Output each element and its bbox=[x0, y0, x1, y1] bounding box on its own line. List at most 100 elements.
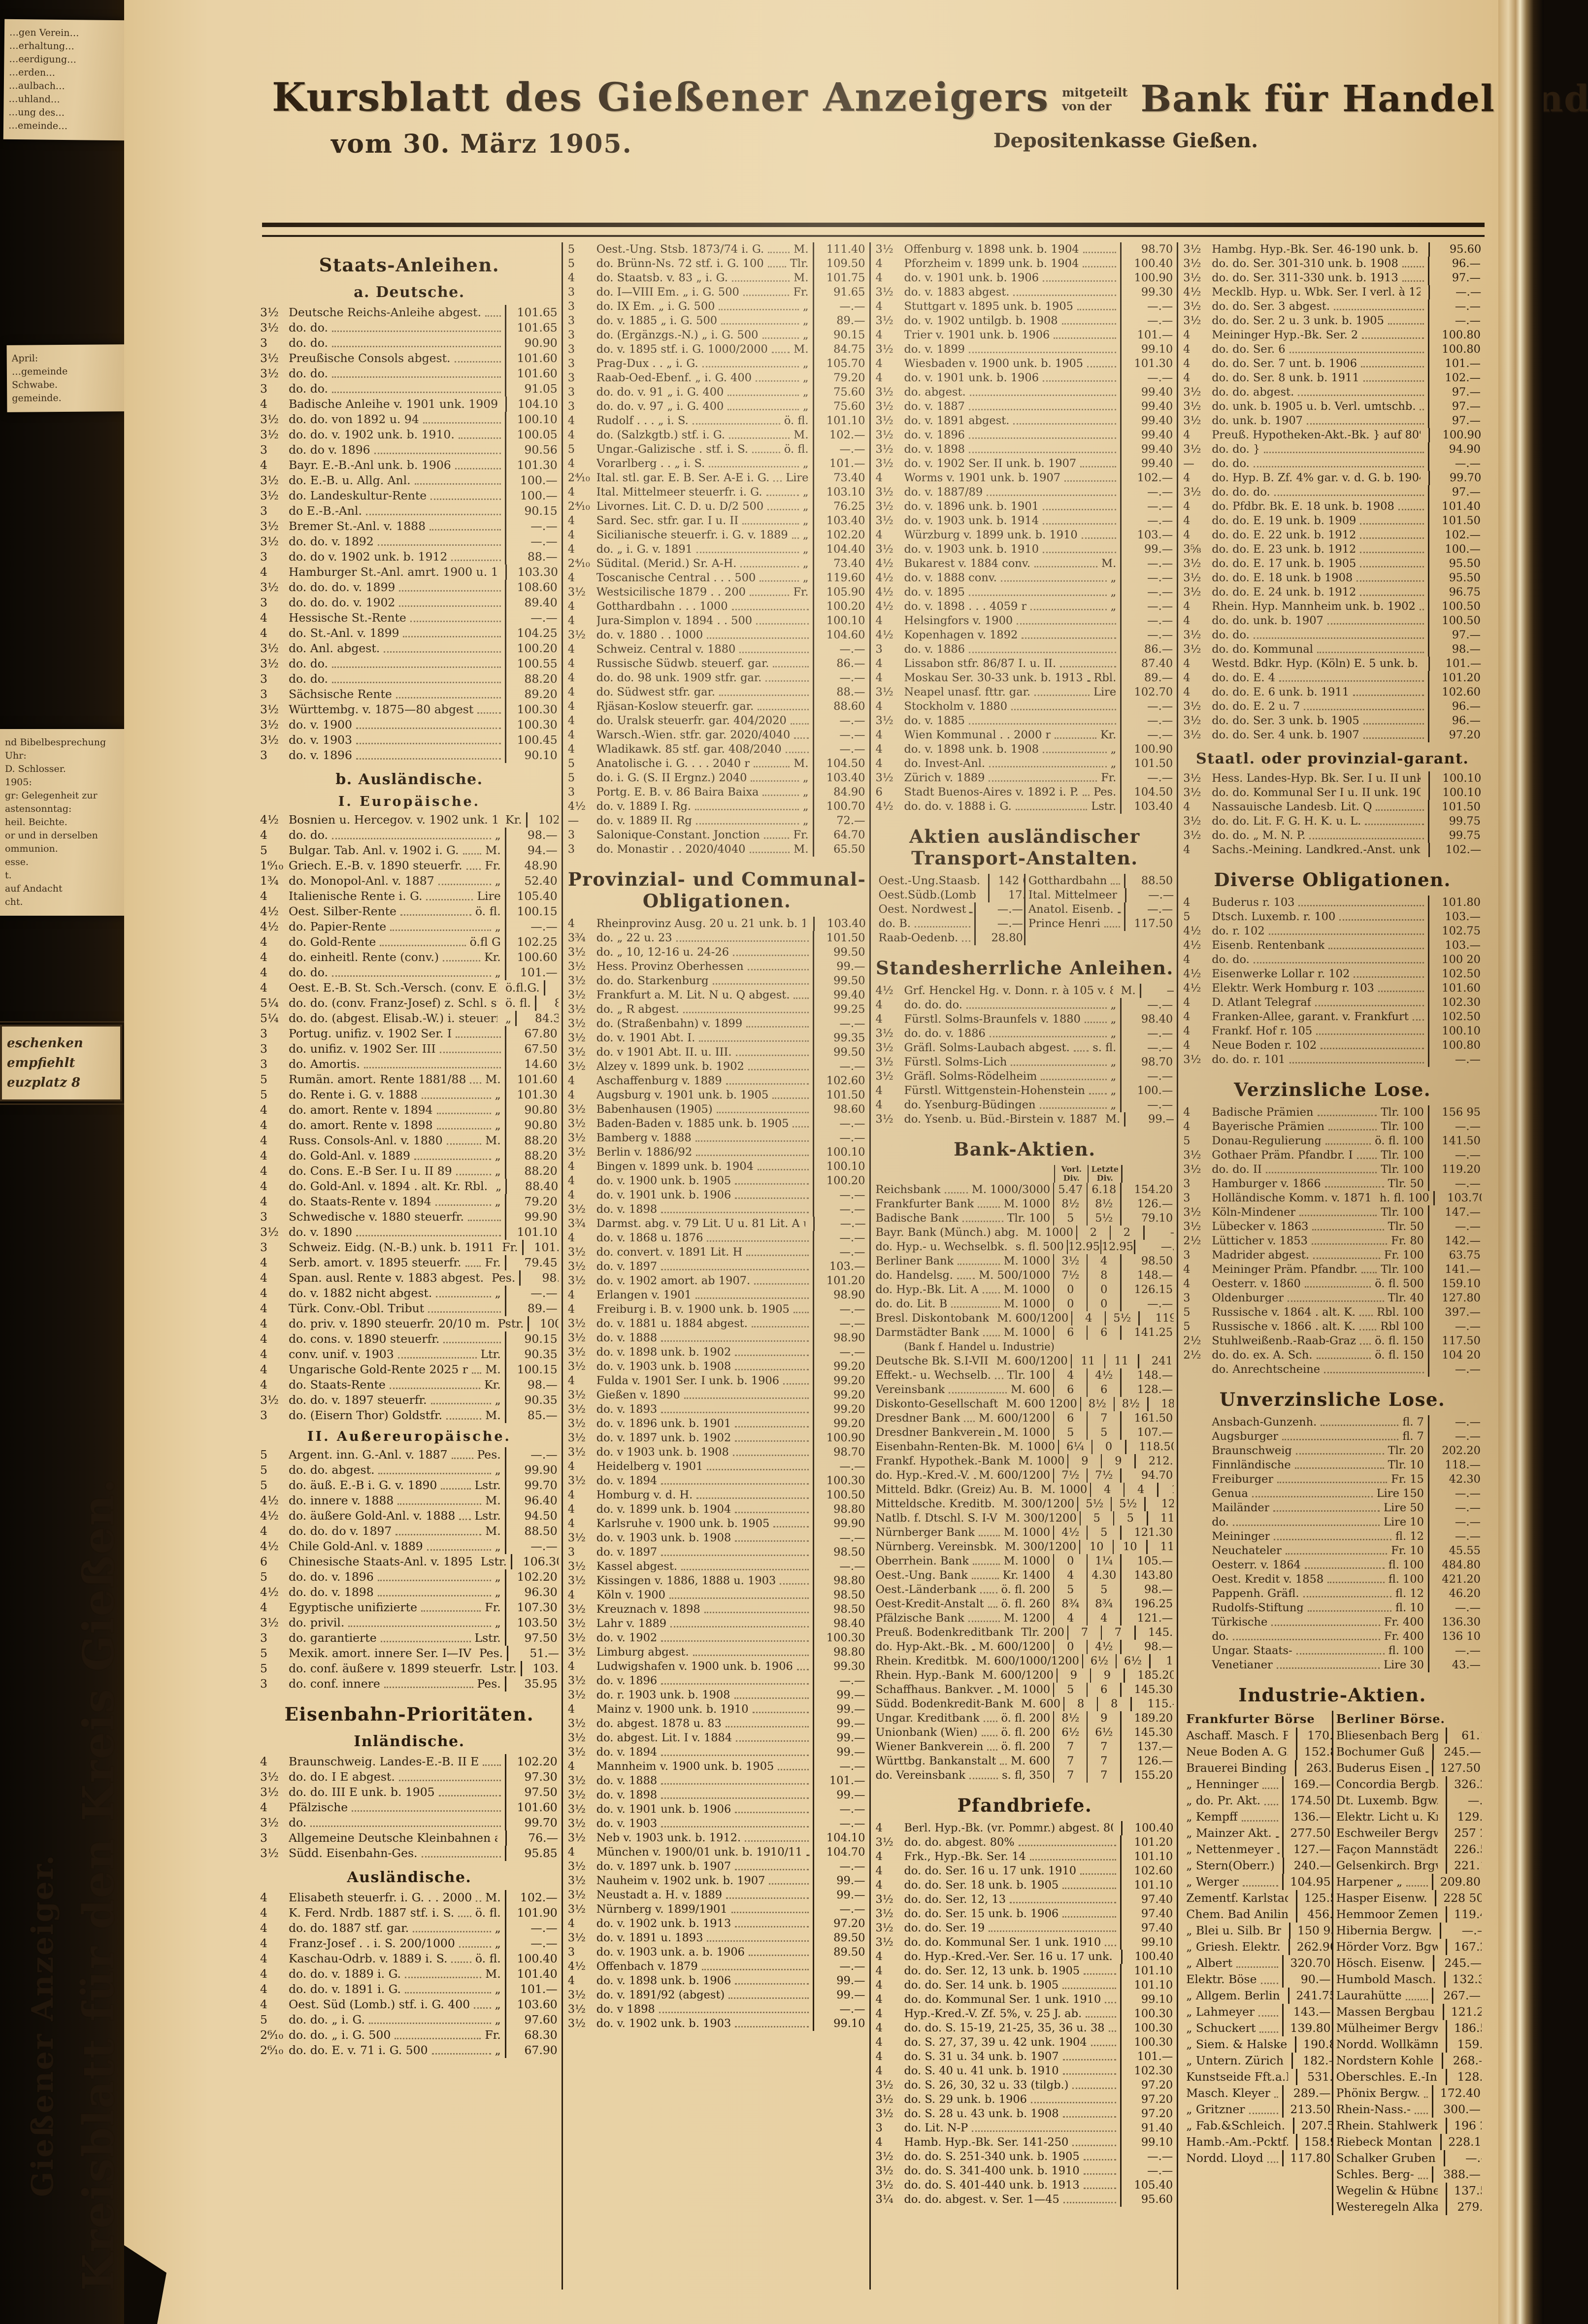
price-value: 101.50 bbox=[1428, 514, 1482, 528]
price-value: —.— bbox=[1120, 599, 1174, 614]
quote-row: 4 Stuttgart v. 1895 unk. b. 1905 —.— bbox=[876, 299, 1174, 314]
security-name: Karlsruhe v. 1900 unk. b. 1905 bbox=[596, 1517, 770, 1530]
price-value: 145.30 bbox=[1134, 1626, 1174, 1640]
security-name: Allgemeine Deutsche Kleinbahnen abg. 60% bbox=[289, 1831, 497, 1845]
security-name: Moskau Ser. 30-33 unk. b. 1913 bbox=[904, 671, 1083, 684]
bank-row: Oest.-Ung. Bank Kr. 1400 4 4.30 143.80 bbox=[876, 1568, 1174, 1583]
quote-row: 3½ Frankfurt a. M. Lit. N u. Q abgest. 99.… bbox=[568, 988, 866, 1002]
price-value: 104.10 bbox=[505, 397, 559, 412]
security-name: Zementf. Karlstadt bbox=[1186, 1891, 1288, 1905]
security-name: Venetianer bbox=[1212, 1659, 1273, 1671]
quote-row: 3½ do. v. 1901 unk. b. 1906 —.— bbox=[568, 1802, 866, 1817]
security-name: Gothaer Präm. Pfandbr. I bbox=[1212, 1149, 1353, 1162]
price-value: 103.40 bbox=[1120, 799, 1174, 814]
security-name: Serb. amort. v. 1895 steuerfr. bbox=[289, 1256, 462, 1269]
bank-name: Südd. Bodenkredit-Bank bbox=[875, 1697, 1013, 1710]
quote-row: 4 do. v. 1868 u. 1876 —.— bbox=[568, 1231, 866, 1245]
currency-unit: M. bbox=[794, 243, 809, 256]
coupon-rate: 3½ bbox=[260, 657, 279, 670]
quote-row: 3 Portug. unifiz. v. 1902 Ser. I 67.80 bbox=[260, 1026, 559, 1041]
dot-leader bbox=[1324, 1186, 1384, 1188]
price-value: 28.80 bbox=[974, 931, 1024, 945]
currency-unit: „ bbox=[495, 1539, 501, 1553]
dot-leader bbox=[1061, 323, 1117, 325]
dot-leader bbox=[1081, 537, 1117, 539]
security-name: do. v. 1886 bbox=[904, 643, 965, 656]
currency-unit: „ bbox=[1110, 586, 1117, 598]
coupon-rate: 5 bbox=[260, 1448, 267, 1461]
quote-row: 3½ do. do. Ser. 12, 13 97.40 bbox=[876, 1892, 1174, 1907]
quote-row: Hösch. Eisenw. 245.— bbox=[1333, 1955, 1482, 1971]
quote-row: 4 do. Hyp.-Kred.-Ver. Ser. 16 u. 17 unk. … bbox=[876, 1950, 1174, 1964]
coupon-rate: 4 bbox=[567, 1189, 575, 1201]
price-value: 107.— bbox=[1120, 1426, 1174, 1440]
security-name: do. v 1903 unk. b. 1908 bbox=[596, 1446, 729, 1459]
currency-unit: „ bbox=[495, 1463, 501, 1477]
price-value: 99.90 bbox=[504, 1209, 559, 1225]
price-value: —.— bbox=[1428, 1601, 1482, 1615]
coupon-rate: 3½ bbox=[567, 1646, 586, 1659]
dot-leader bbox=[1252, 1496, 1373, 1497]
quote-row: „ Stern(Oberr.) 240.— bbox=[1183, 1858, 1331, 1874]
currency-unit: M. bbox=[1105, 1113, 1121, 1126]
price-value: 159.10 bbox=[1428, 1277, 1482, 1291]
security-name: do. v. 1894 bbox=[596, 1746, 658, 1759]
price-value: 97.40 bbox=[1120, 1892, 1174, 1907]
quote-row: 2⁶⁄₁₀ do. do. E. v. 71 i. G. 500 „ 67.90 bbox=[260, 2043, 559, 2058]
coupon-rate: 3½ bbox=[567, 1203, 586, 1216]
quote-row: 4½ Grf. Henckel Hg. v. Donn. r. à 105 v. … bbox=[876, 984, 1174, 998]
currency-unit: „ bbox=[802, 400, 809, 413]
quote-row: 3½ do. v. 1902 Ser. II unk. b. 1907 99.40 bbox=[876, 457, 1174, 471]
currency-unit: „ bbox=[1110, 998, 1117, 1011]
price-value: 99.— bbox=[812, 1731, 866, 1745]
security-name: do. do. Ser. 18 unk. b. 1905 bbox=[904, 1879, 1059, 1892]
security-name: do. S. 26, 30, 32 u. 33 (tilgb.) bbox=[904, 2079, 1069, 2092]
price-value: 101.60 bbox=[504, 1800, 559, 1815]
coupon-rate: 4 bbox=[260, 1982, 267, 1996]
dot-leader bbox=[968, 723, 1117, 725]
price-value: 87.40 bbox=[1120, 657, 1174, 671]
quote-row: 1¾ do. Monopol-Anl. v. 1887 „ 52.40 bbox=[260, 873, 559, 889]
quote-row: Oesterr. v. 1864 fl. 100 484.80 bbox=[1183, 1558, 1482, 1572]
security-name: Fürstl. Solms-Braunfels v. 1880 bbox=[904, 1013, 1081, 1026]
price-value: 67.80 bbox=[504, 1026, 559, 1041]
dot-leader bbox=[968, 409, 1117, 410]
price-value: 90.10 bbox=[504, 748, 559, 763]
coupon-rate: 3 bbox=[875, 643, 883, 656]
coupon-rate: 3 bbox=[567, 843, 575, 856]
price-value: 89.40 bbox=[504, 595, 559, 610]
quote-row: 4½ Mecklb. Hyp. u. Wbk. Ser. I verl. à 12… bbox=[1183, 285, 1482, 299]
security-name: Bosnien u. Hercegov. v. 1902 unk. 1913 bbox=[289, 813, 498, 827]
security-name: Rhein. Hyp. Mannheim unk. b. 1902 bbox=[1212, 600, 1416, 613]
quote-row: 4 Toscanische Central . . . 500 „ 119.60 bbox=[568, 571, 866, 585]
price-value: 100.70 bbox=[812, 799, 866, 814]
security-name: do. do. v. 91 „ i. G. 400 bbox=[596, 386, 724, 398]
dividend-previous: 9 bbox=[1067, 1454, 1101, 1468]
bank-name: do. Hyp.-Bk. Lit. A bbox=[875, 1283, 979, 1296]
currency-unit: ö. fl. 150 bbox=[1375, 1349, 1424, 1361]
coupon-rate: 4 bbox=[1183, 671, 1191, 684]
dot-leader bbox=[707, 1940, 809, 1942]
coupon-rate: 5 bbox=[260, 1463, 267, 1477]
security-name: Warsch.-Wien. stfr. gar. 2020/4040 bbox=[596, 729, 791, 741]
security-name: Hamburger v. 1866 bbox=[1212, 1177, 1321, 1190]
security-name: do. Anrechtscheine bbox=[1212, 1363, 1321, 1376]
security-name: Westd. Bdkr. Hyp. (Köln) E. 5 unk. b. 19… bbox=[1212, 657, 1421, 670]
share-denomination: M. 1000 bbox=[1018, 1455, 1065, 1467]
security-name: Ungarische Gold-Rente 2025 r bbox=[289, 1362, 468, 1376]
dot-leader bbox=[796, 1669, 809, 1670]
security-name: Toscanische Central . . . 500 bbox=[596, 571, 756, 584]
security-name: Façon Mannstädt bbox=[1336, 1842, 1438, 1856]
currency-unit: „ bbox=[495, 1921, 501, 1935]
quote-row: 3 do. Lit. N-P 91.40 bbox=[876, 2121, 1174, 2135]
price-value: —.— bbox=[974, 917, 1024, 931]
section-title: Industrie-Aktien. bbox=[1238, 1684, 1426, 1706]
dividend-previous: 2 bbox=[1076, 1226, 1110, 1240]
security-name: Concordia Bergb. bbox=[1336, 1777, 1438, 1791]
coupon-rate: 3½ bbox=[567, 1789, 586, 1801]
quote-row: Neuchateler Fr. 10 45.55 bbox=[1183, 1544, 1482, 1558]
price-value: 167.25 bbox=[1446, 1939, 1482, 1955]
quote-row: 4 Hamburger St.-Anl. amrt. 1900 u. 1909 10… bbox=[260, 564, 559, 580]
coupon-rate: — bbox=[567, 814, 579, 827]
